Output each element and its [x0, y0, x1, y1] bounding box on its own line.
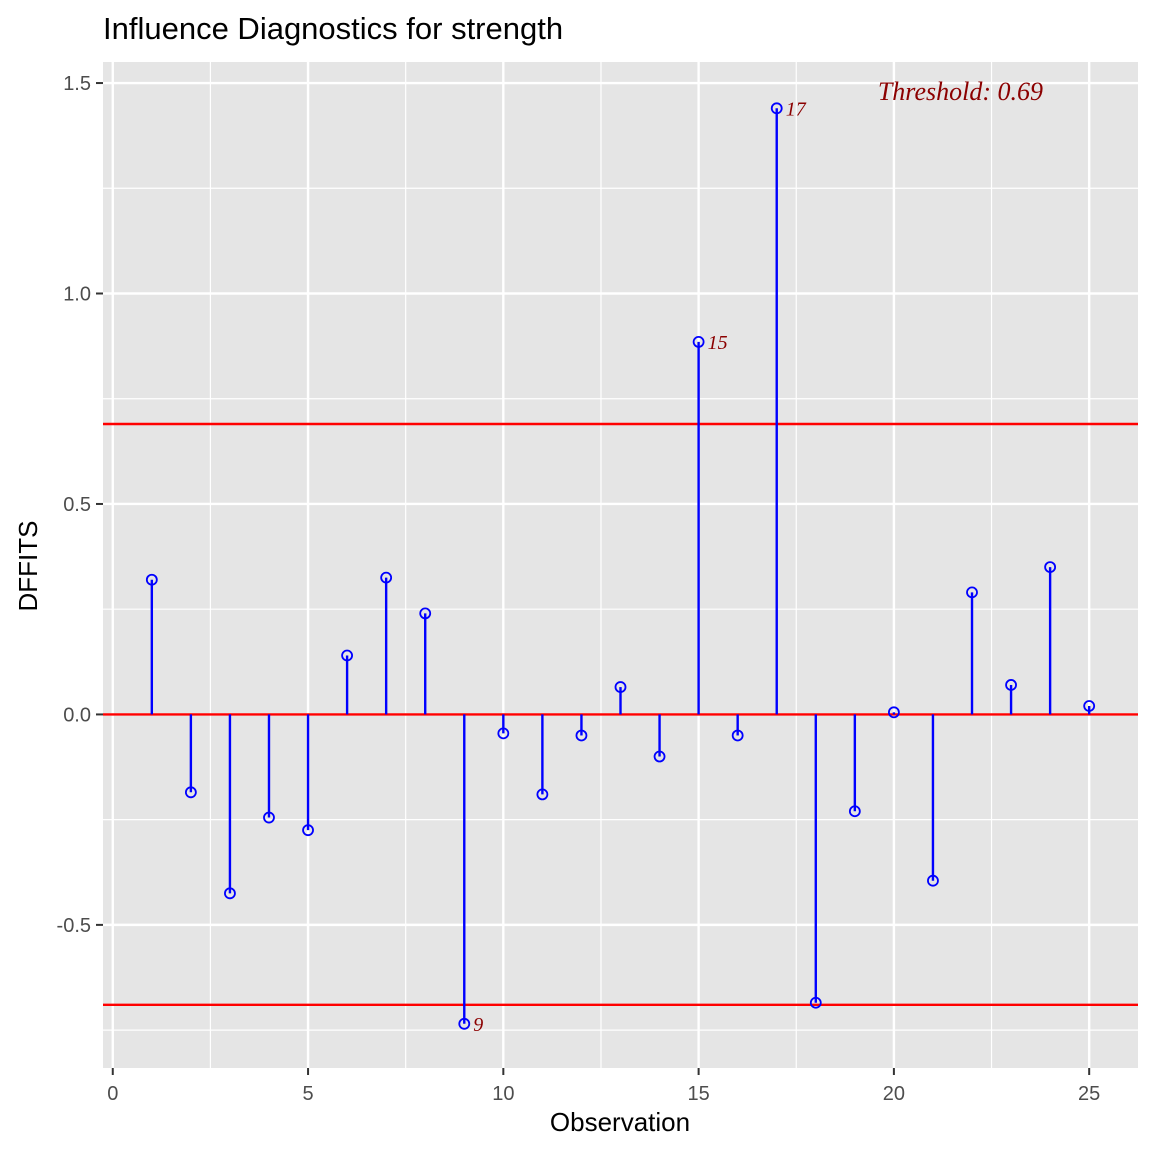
points [145, 102, 1096, 1030]
data-point [1083, 700, 1096, 712]
data-point [966, 586, 978, 599]
x-tick-label: 10 [492, 1083, 514, 1105]
y-tick-label: 0.0 [63, 704, 91, 726]
data-point [302, 824, 314, 837]
y-tick-label: 1.5 [63, 73, 91, 95]
x-tick-label: 25 [1078, 1083, 1100, 1105]
data-point [341, 649, 354, 662]
y-tick-label: -0.5 [57, 915, 91, 937]
data-point [145, 573, 158, 586]
y-tick-label: 1.0 [63, 284, 91, 306]
y-tick-label: 0.5 [63, 494, 91, 516]
data-point [653, 750, 666, 763]
y-axis: -0.5 0.0 0.5 1.0 1.5 [57, 73, 103, 937]
data-point [848, 805, 861, 818]
data-point [419, 607, 432, 620]
plot-panel [103, 62, 1138, 1068]
data-point [1005, 679, 1017, 691]
y-axis-title: DFFITS [13, 521, 43, 612]
data-point [575, 729, 588, 742]
data-point [184, 786, 197, 799]
data-point [497, 727, 510, 740]
point-label: 17 [786, 98, 807, 120]
x-tick-label: 5 [302, 1083, 313, 1105]
x-axis-title: Observation [550, 1107, 690, 1137]
chart-title: Influence Diagnostics for strength [103, 11, 563, 46]
x-tick-label: 15 [687, 1083, 709, 1105]
point-label: 9 [473, 1014, 483, 1036]
x-tick-label: 0 [107, 1083, 118, 1105]
data-point [536, 788, 549, 801]
data-point [224, 887, 236, 900]
point-labels: 9 15 17 [473, 98, 806, 1036]
x-tick-label: 20 [883, 1083, 905, 1105]
data-point [380, 571, 393, 584]
data-point [731, 729, 744, 742]
data-point [1044, 561, 1057, 574]
data-point [614, 681, 627, 693]
data-point [809, 996, 822, 1009]
threshold-label: Threshold: 0.69 [878, 77, 1043, 106]
stems [150, 108, 1091, 1024]
data-point [458, 1017, 471, 1030]
data-point [770, 102, 783, 115]
x-axis: 0 5 10 15 20 25 [107, 1068, 1100, 1105]
data-point [692, 336, 705, 348]
data-point [887, 706, 900, 719]
data-point [927, 874, 939, 887]
minor-gridlines [103, 62, 1138, 1068]
point-label: 15 [708, 332, 728, 354]
data-point [263, 811, 275, 824]
